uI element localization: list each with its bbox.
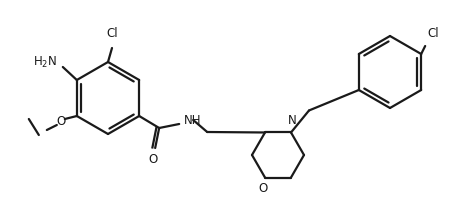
- Text: N: N: [288, 114, 296, 127]
- Text: NH: NH: [184, 114, 202, 127]
- Text: O: O: [258, 181, 268, 194]
- Text: H$_2$N: H$_2$N: [33, 54, 57, 69]
- Text: O: O: [56, 114, 65, 127]
- Text: O: O: [149, 153, 158, 166]
- Text: Cl: Cl: [427, 27, 439, 40]
- Text: Cl: Cl: [106, 27, 118, 40]
